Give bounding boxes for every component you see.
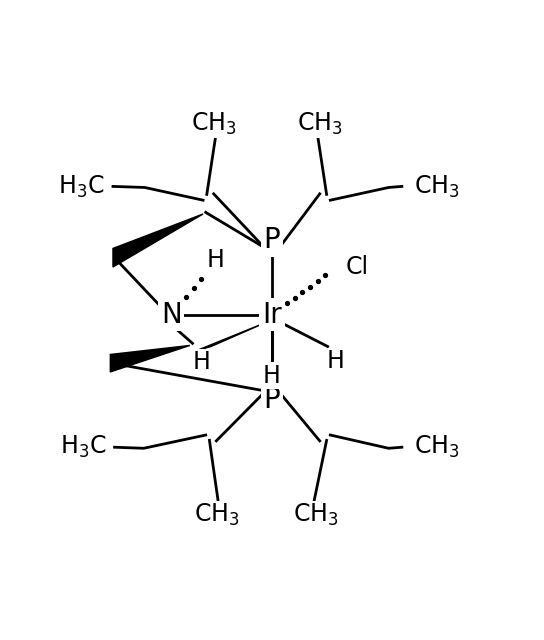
Text: CH$_3$: CH$_3$ xyxy=(194,502,239,528)
Text: CH$_3$: CH$_3$ xyxy=(293,502,338,528)
Text: CH$_3$: CH$_3$ xyxy=(413,434,459,460)
Text: CH$_3$: CH$_3$ xyxy=(413,173,459,200)
Polygon shape xyxy=(113,214,203,267)
Text: CH$_3$: CH$_3$ xyxy=(297,111,343,137)
Text: H$_3$C: H$_3$C xyxy=(58,173,104,200)
Text: H: H xyxy=(206,248,224,272)
Text: H: H xyxy=(327,349,344,373)
Text: CH$_3$: CH$_3$ xyxy=(191,111,237,137)
Text: H: H xyxy=(263,364,281,388)
Text: P: P xyxy=(264,385,280,413)
Polygon shape xyxy=(196,322,267,351)
Polygon shape xyxy=(110,346,190,372)
Text: P: P xyxy=(264,227,280,255)
Text: N: N xyxy=(161,301,182,329)
Text: Ir: Ir xyxy=(262,301,282,329)
Text: Cl: Cl xyxy=(345,255,368,279)
Text: H: H xyxy=(193,351,211,374)
Text: H$_3$C: H$_3$C xyxy=(59,434,106,460)
